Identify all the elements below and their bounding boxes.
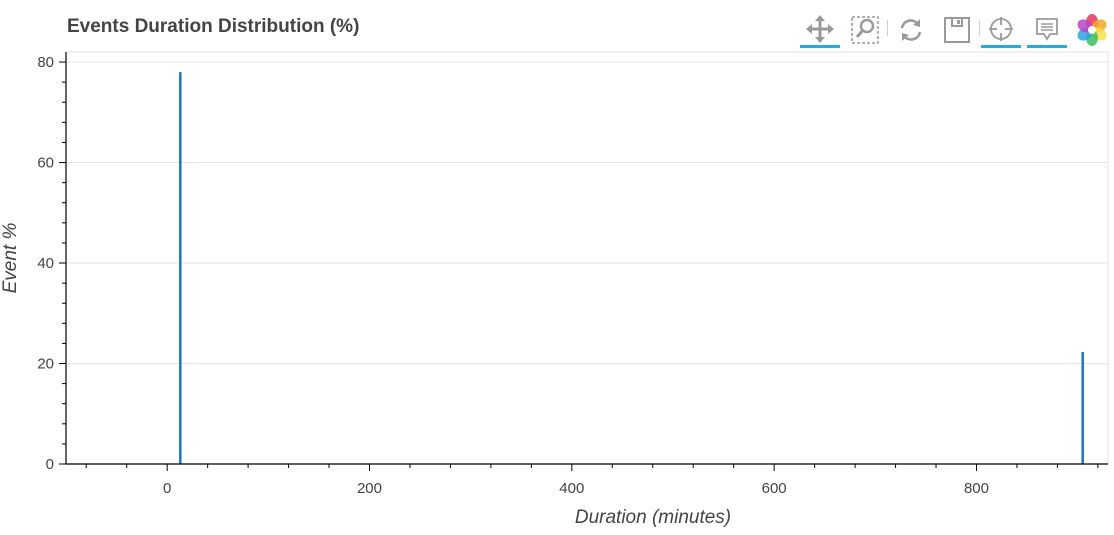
toolbar-separator — [887, 20, 888, 36]
hover-tool-button[interactable] — [1027, 12, 1067, 48]
x-axis-label: Duration (minutes) — [575, 507, 731, 528]
y-tick-label: 40 — [37, 255, 54, 272]
box-zoom-icon — [851, 16, 879, 44]
chart-toolbar — [798, 8, 1114, 54]
reset-icon — [900, 19, 922, 41]
y-tick-label: 0 — [46, 456, 54, 473]
y-tick-label: 80 — [37, 54, 54, 71]
x-tick-label: 400 — [559, 480, 584, 497]
crosshair-tool-button[interactable] — [981, 12, 1021, 48]
bokeh-logo-link[interactable] — [1072, 12, 1112, 48]
reset-tool-button[interactable] — [891, 12, 931, 48]
y-tick-label: 20 — [37, 356, 54, 373]
x-tick-label: 800 — [964, 480, 989, 497]
y-axis-label: Event % — [0, 223, 21, 294]
chart-title: Events Duration Distribution (%) — [67, 16, 360, 37]
grid-lines — [66, 51, 1109, 464]
hover-icon — [1036, 17, 1058, 41]
bars — [179, 72, 1084, 464]
pan-tool-button[interactable] — [800, 12, 840, 48]
y-tick-label: 60 — [37, 155, 54, 172]
save-icon — [944, 17, 970, 43]
bokeh-logo-icon — [1077, 14, 1107, 46]
pan-icon — [806, 14, 834, 43]
toolbar-separator — [979, 20, 980, 36]
box-zoom-tool-button[interactable] — [845, 12, 885, 48]
x-tick-label: 200 — [357, 480, 382, 497]
save-tool-button[interactable] — [937, 12, 977, 48]
x-tick-label: 600 — [762, 480, 787, 497]
crosshair-icon — [989, 16, 1013, 41]
x-tick-label: 0 — [163, 480, 171, 497]
